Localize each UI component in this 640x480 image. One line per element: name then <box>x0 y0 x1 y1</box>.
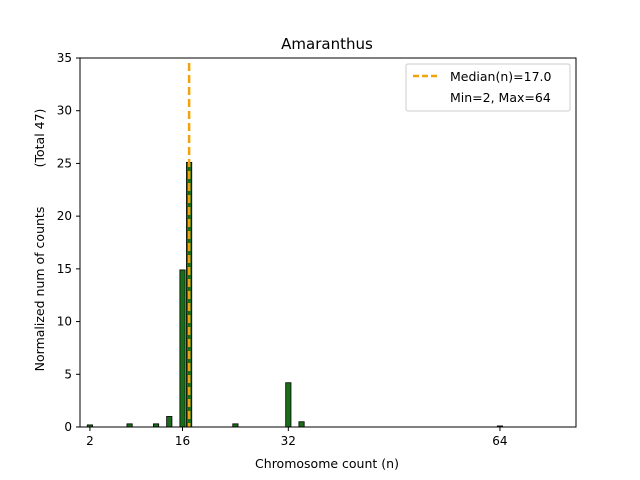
y-tick-label-25: 25 <box>57 156 72 170</box>
plot-frame <box>79 57 577 428</box>
y-axis-label-total: (Total 47) <box>32 109 47 168</box>
x-tick-label-16: 16 <box>175 434 190 448</box>
bar-n-16 <box>179 269 186 428</box>
bar-n-34 <box>298 421 305 428</box>
x-tick-label-64: 64 <box>492 434 507 448</box>
y-tick-label-35: 35 <box>57 51 72 65</box>
bar-n-32 <box>285 382 292 428</box>
y-tick-label-10: 10 <box>57 315 72 329</box>
legend: Median(n)=17.0 Min=2, Max=64 <box>405 63 571 112</box>
ticks-layer: 2 16 32 64 0 5 10 15 20 25 30 35 <box>57 51 508 448</box>
legend-minmax-label: Min=2, Max=64 <box>450 90 551 105</box>
x-axis-label: Chromosome count (n) <box>255 456 399 471</box>
y-tick-label-30: 30 <box>57 104 72 118</box>
y-tick-label-15: 15 <box>57 262 72 276</box>
bar-n-14 <box>166 416 173 428</box>
x-tick-label-32: 32 <box>281 434 296 448</box>
x-tick-label-2: 2 <box>86 434 94 448</box>
y-tick-label-0: 0 <box>64 420 72 434</box>
y-tick-label-5: 5 <box>64 367 72 381</box>
legend-median-label: Median(n)=17.0 <box>450 69 551 84</box>
axes-layer <box>79 57 577 428</box>
legend-frame <box>405 63 571 112</box>
chart-title: Amaranthus <box>281 35 373 53</box>
y-axis-label: Normalized num of counts <box>32 207 47 372</box>
y-tick-label-20: 20 <box>57 209 72 223</box>
